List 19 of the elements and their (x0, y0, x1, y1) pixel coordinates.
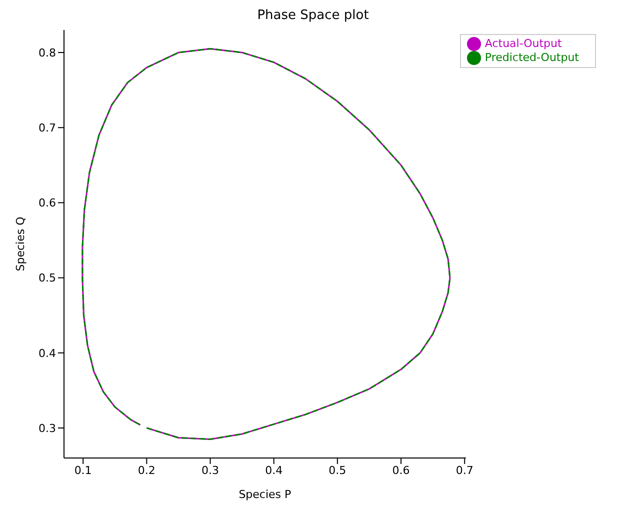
x-tick-label: 0.3 (202, 464, 219, 477)
x-tick-label: 0.2 (138, 464, 156, 477)
x-tick-label: 0.6 (392, 464, 410, 477)
x-tick-label: 0.5 (328, 464, 346, 477)
legend-label: Actual-Output (484, 37, 562, 50)
y-tick-label: 0.3 (38, 422, 56, 435)
x-tick-label: 0.7 (456, 464, 474, 477)
y-axis-title: Species Q (14, 216, 27, 272)
y-tick-label: 0.7 (38, 122, 56, 135)
y-tick-label: 0.4 (38, 346, 56, 360)
x-axis-title: Species P (238, 488, 292, 501)
x-tick-label: 0.4 (265, 464, 283, 477)
y-tick-label: 0.5 (38, 272, 56, 285)
legend-label: Predicted-Output (484, 51, 579, 64)
chart-title: Phase Space plot (256, 8, 370, 25)
y-tick-label: 0.8 (38, 46, 56, 60)
line-series (82, 48, 451, 440)
y-tick-label: 0.6 (38, 196, 56, 210)
x-tick-label: 0.1 (74, 464, 92, 477)
